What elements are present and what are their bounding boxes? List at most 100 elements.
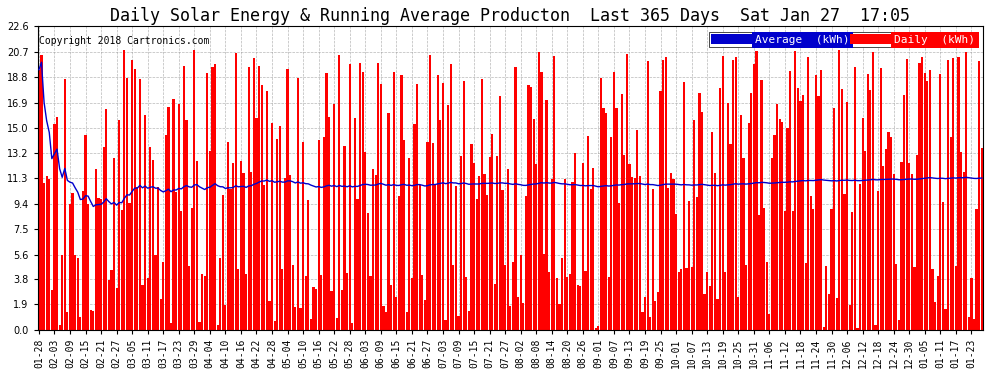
Bar — [103, 147, 105, 330]
Bar — [465, 277, 467, 330]
Bar — [603, 108, 605, 330]
Bar — [452, 264, 454, 330]
Bar — [887, 132, 890, 330]
Bar — [211, 67, 214, 330]
Bar — [864, 151, 866, 330]
Bar — [440, 120, 442, 330]
Bar — [71, 194, 73, 330]
Bar — [137, 187, 139, 330]
Bar — [776, 104, 778, 330]
Bar — [637, 130, 639, 330]
Bar — [704, 294, 706, 330]
Bar — [571, 182, 573, 330]
Bar — [84, 135, 86, 330]
Bar — [522, 303, 525, 330]
Bar — [167, 107, 169, 330]
Bar — [949, 137, 951, 330]
Bar — [709, 286, 711, 330]
Bar — [747, 123, 749, 330]
Bar — [124, 51, 126, 330]
Bar — [53, 124, 55, 330]
Bar — [823, 327, 825, 330]
Bar — [400, 75, 403, 330]
Bar — [414, 124, 416, 330]
Bar — [763, 209, 765, 330]
Bar — [706, 272, 708, 330]
Bar — [437, 75, 439, 330]
Bar — [981, 148, 983, 330]
Bar — [470, 144, 472, 330]
Bar — [680, 269, 682, 330]
Bar — [836, 298, 838, 330]
Bar — [664, 57, 667, 330]
Bar — [784, 211, 786, 330]
Bar — [558, 304, 560, 330]
Bar — [432, 142, 434, 330]
Bar — [356, 200, 358, 330]
Bar — [491, 134, 493, 330]
Bar — [147, 278, 148, 330]
Text: Copyright 2018 Cartronics.com: Copyright 2018 Cartronics.com — [39, 36, 209, 46]
Bar — [348, 64, 350, 330]
Bar — [284, 178, 286, 330]
Title: Daily Solar Energy & Running Average Producton  Last 365 Days  Sat Jan 27  17:05: Daily Solar Energy & Running Average Pro… — [110, 7, 911, 25]
Bar — [885, 148, 887, 330]
Bar — [954, 266, 957, 330]
Bar — [672, 179, 674, 330]
Bar — [789, 70, 791, 330]
Bar — [504, 266, 506, 330]
Bar — [618, 203, 620, 330]
Bar — [869, 90, 871, 330]
Bar — [359, 63, 361, 330]
Bar — [740, 115, 742, 330]
Bar — [76, 258, 79, 330]
Bar — [831, 209, 833, 330]
Bar — [419, 186, 421, 330]
Bar — [488, 157, 491, 330]
Bar — [589, 189, 592, 330]
Bar — [691, 267, 693, 330]
Bar — [406, 312, 408, 330]
Bar — [597, 326, 600, 330]
Bar — [276, 139, 278, 330]
Bar — [175, 192, 177, 330]
Bar — [778, 119, 781, 330]
Bar — [209, 151, 211, 330]
Bar — [797, 88, 799, 330]
Bar — [344, 146, 346, 330]
Bar — [90, 310, 92, 330]
Bar — [914, 267, 916, 330]
Bar — [268, 301, 270, 330]
Bar — [771, 158, 773, 330]
Bar — [294, 307, 296, 330]
Bar — [621, 94, 623, 330]
Bar — [361, 72, 363, 330]
Bar — [307, 200, 310, 330]
Bar — [509, 306, 512, 330]
Bar — [382, 306, 384, 330]
Bar — [541, 72, 543, 330]
Bar — [786, 128, 789, 330]
Bar — [768, 314, 770, 330]
Bar — [131, 60, 134, 330]
Bar — [818, 96, 820, 330]
Bar — [58, 325, 60, 330]
Bar — [151, 160, 154, 330]
Bar — [258, 66, 260, 330]
Bar — [222, 195, 224, 330]
Bar — [654, 301, 656, 330]
Bar — [962, 172, 964, 330]
Bar — [810, 196, 812, 330]
Bar — [183, 66, 185, 330]
Bar — [447, 105, 449, 330]
Bar — [478, 176, 480, 330]
Bar — [118, 120, 121, 330]
Bar — [333, 104, 336, 330]
Bar — [318, 140, 320, 330]
Bar — [41, 55, 43, 330]
Bar — [696, 197, 698, 330]
Bar — [377, 63, 379, 330]
Bar — [752, 64, 755, 330]
Bar — [895, 264, 897, 330]
Bar — [206, 73, 208, 330]
